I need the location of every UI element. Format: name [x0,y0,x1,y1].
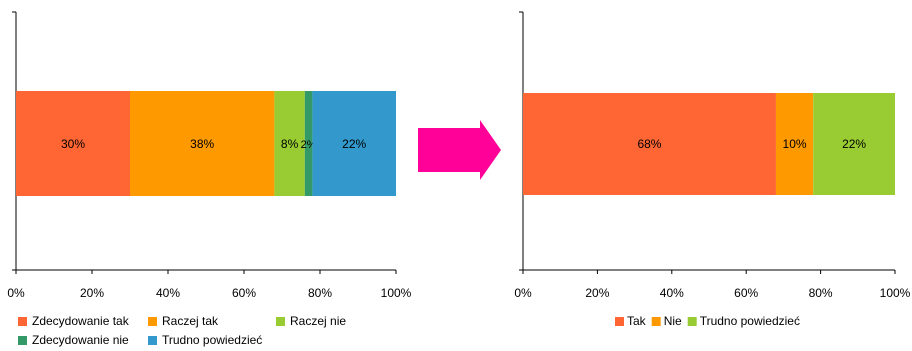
legend-swatch [687,317,697,326]
legend-swatch [18,317,27,326]
x-tick-label: 40% [660,286,684,300]
bar-segment [304,91,313,196]
x-tick-label: 60% [232,286,256,300]
bar-segment [130,91,275,196]
legend-label: Trudno powiedzieć [162,333,262,347]
legend-label: Tak [627,314,647,328]
x-tick-label: 40% [156,286,180,300]
data-label: 68% [637,137,661,151]
data-label: 8% [281,137,299,151]
legend-swatch [651,317,661,326]
legend-swatch [615,317,624,326]
data-label: 30% [61,137,85,151]
legend-label: Zdecydowanie nie [32,333,129,347]
legend-label: Nie [664,314,682,328]
x-tick-label: 20% [585,286,609,300]
right-chart: 0% 20% 40% 60% 80% 100% 68% 10% 22% Tak Nie Trudno … [514,11,911,328]
x-tick-label: 0% [514,286,532,300]
bar-segment [274,91,305,196]
data-label: 38% [190,137,214,151]
left-chart: 0% 20% 40% 60% 80% 100%30% 38% 8% 2% 22%Zdecydowa… [7,11,412,347]
x-tick-label: 80% [809,286,833,300]
legend-label: Raczej nie [290,314,346,328]
x-tick-label: 100% [381,286,412,300]
legend-swatch [148,336,157,345]
bar-segment [16,91,130,196]
x-tick-label: 60% [734,286,758,300]
right-arrow-icon [418,120,501,180]
bar-segment [312,91,396,196]
x-tick-label: 20% [80,286,104,300]
data-label: 22% [842,137,866,151]
legend-label: Zdecydowanie tak [32,314,130,328]
bar-segment [523,93,776,195]
data-label: 22% [342,137,366,151]
legend-swatch [18,336,27,345]
bar-segment [775,93,814,195]
x-tick-label: 80% [308,286,332,300]
x-tick-label: 100% [880,286,911,300]
bar-segment [813,93,895,195]
data-label: 10% [783,137,807,151]
x-tick-label: 0% [7,286,25,300]
legend-swatch [276,317,285,326]
legend-swatch [148,317,157,326]
legend-label: Trudno powiedzieć [700,314,800,328]
legend-label: Raczej tak [162,314,219,328]
